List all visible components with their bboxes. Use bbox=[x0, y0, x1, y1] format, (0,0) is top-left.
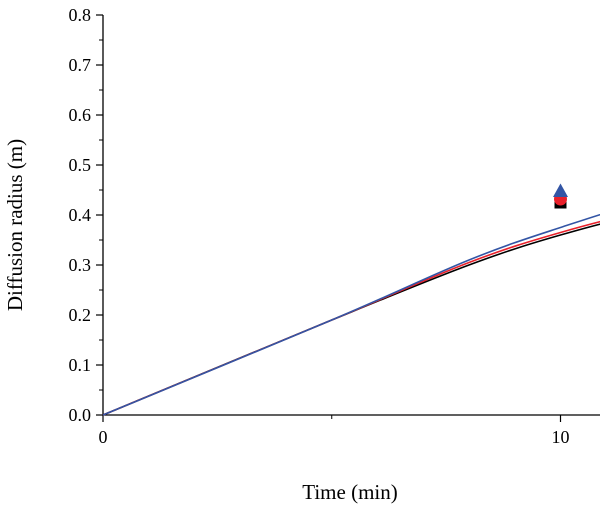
y-tick-label: 0.2 bbox=[69, 305, 92, 325]
y-tick-label: 0.0 bbox=[69, 405, 92, 425]
fit-curve-triangle bbox=[102, 213, 600, 416]
y-tick-label: 0.8 bbox=[69, 5, 92, 25]
y-tick-label: 0.7 bbox=[69, 55, 92, 75]
series-triangle bbox=[102, 183, 600, 416]
y-tick-label: 0.3 bbox=[69, 255, 92, 275]
axes: 0.00.10.20.30.40.50.60.70.80102030405060 bbox=[69, 5, 600, 447]
series-square bbox=[102, 196, 600, 416]
series-circle bbox=[102, 192, 600, 416]
series-layer bbox=[102, 183, 600, 416]
data-point-triangle bbox=[553, 183, 568, 197]
fit-curve-circle bbox=[102, 220, 600, 416]
x-axis-label: Time (min) bbox=[302, 480, 397, 504]
y-tick-label: 0.4 bbox=[69, 205, 92, 225]
x-tick-label: 10 bbox=[552, 427, 570, 447]
fit-curve-square bbox=[102, 223, 600, 416]
y-axis-label: Diffusion radius (m) bbox=[3, 139, 27, 311]
x-tick-label: 0 bbox=[99, 427, 108, 447]
y-tick-label: 0.5 bbox=[69, 155, 92, 175]
y-tick-label: 0.1 bbox=[69, 355, 92, 375]
y-tick-label: 0.6 bbox=[69, 105, 92, 125]
